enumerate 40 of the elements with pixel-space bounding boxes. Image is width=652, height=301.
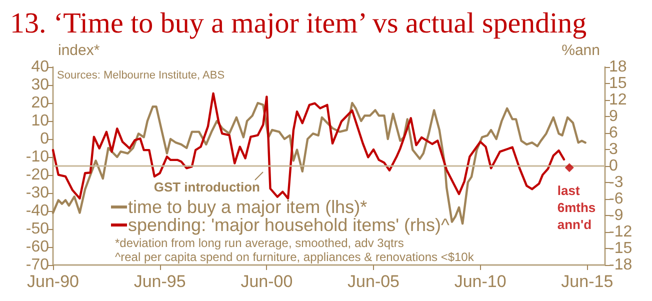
legend-label: time to buy a major item (lhs)* (128, 197, 368, 217)
x-tick-label: Jun-10 (454, 272, 506, 291)
y-tick-label: -70 (26, 256, 50, 274)
annotation: GST introduction (154, 180, 260, 194)
y2-tick-label: 18 (609, 58, 627, 76)
x-tick-label: Jun-05 (348, 272, 400, 291)
y-tick-label: -60 (26, 238, 50, 256)
x-tick-label: Jun-90 (27, 272, 79, 291)
y2-tick-label: 6 (609, 124, 618, 142)
x-tick-label: Jun-95 (134, 272, 186, 291)
y2-tick-label: 12 (609, 92, 627, 108)
y2-tick-label: -3 (609, 174, 624, 191)
y-axis-title: index* (58, 42, 100, 59)
y-tick-label: 40 (31, 58, 50, 76)
y-tick-label: -10 (26, 148, 50, 166)
y2-tick-label: -9 (609, 207, 624, 224)
y-tick-label: -40 (26, 202, 50, 220)
y2-tick-label: -18 (609, 256, 632, 274)
annotation: Sources: Melbourne Institute, ABS (57, 70, 225, 82)
y2-axis-title: %ann (562, 42, 600, 59)
y-tick-label: -50 (26, 220, 50, 238)
y-tick-label: -20 (26, 166, 50, 184)
y2-tick-label: 15 (609, 75, 627, 92)
y-tick-label: 20 (31, 94, 50, 112)
annotation: *deviation from long run average, smoothed, adv 3qtrs (115, 236, 404, 250)
y2-tick-label: 0 (609, 158, 618, 174)
y2-tick-label: -15 (609, 240, 632, 257)
series-label: last 6mths ann'd (557, 183, 600, 232)
annotation: ^real per capita spend on furniture, appliances & renovations <$10k (115, 250, 475, 264)
x-tick-label: Jun-15 (561, 272, 614, 291)
y2-tick-label: -12 (609, 224, 632, 240)
y-tick-label: 0 (40, 130, 50, 148)
y2-tick-label: 9 (609, 108, 618, 125)
y2-tick-label: -6 (609, 190, 624, 208)
x-tick-label: Jun-00 (240, 272, 293, 291)
y-tick-label: -30 (26, 184, 50, 202)
y2-tick-label: 3 (609, 141, 618, 158)
y-tick-label: 10 (31, 112, 50, 130)
y-tick-label: 30 (31, 76, 50, 94)
chart-title: 13. ‘Time to buy a major item’ vs actual spending (10, 8, 587, 40)
